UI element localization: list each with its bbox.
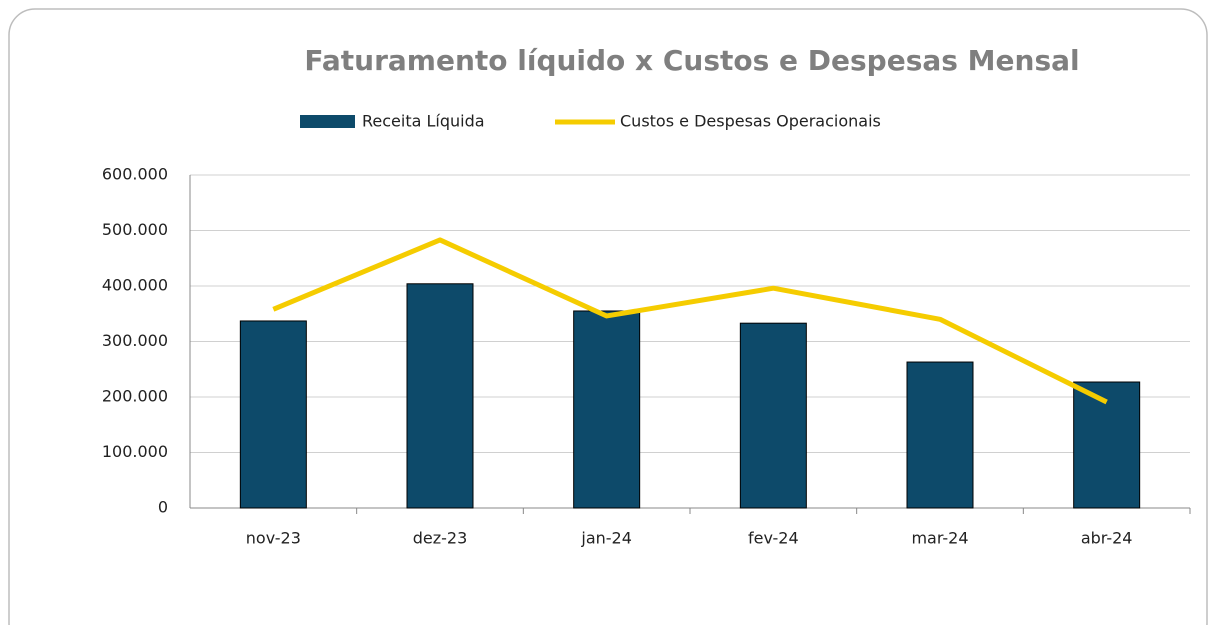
legend-label: Custos e Despesas Operacionais bbox=[620, 112, 881, 131]
x-tick-label: dez-23 bbox=[413, 529, 468, 548]
x-tick-label: abr-24 bbox=[1081, 529, 1133, 548]
legend-swatch bbox=[300, 115, 355, 128]
y-tick-label: 400.000 bbox=[102, 276, 168, 295]
legend-label: Receita Líquida bbox=[362, 112, 485, 131]
line-series bbox=[272, 237, 1108, 405]
y-tick-label: 600.000 bbox=[102, 165, 168, 184]
x-tick-label: mar-24 bbox=[911, 529, 968, 548]
bar bbox=[406, 283, 474, 509]
bar bbox=[739, 322, 807, 509]
bar bbox=[906, 361, 974, 509]
bar bbox=[573, 310, 641, 509]
bar bbox=[1073, 381, 1141, 509]
y-tick-label: 300.000 bbox=[102, 331, 168, 350]
y-tick-label: 200.000 bbox=[102, 387, 168, 406]
y-tick-label: 100.000 bbox=[102, 442, 168, 461]
y-tick-label: 500.000 bbox=[102, 220, 168, 239]
y-tick-label: 0 bbox=[158, 498, 168, 517]
x-tick-label: fev-24 bbox=[748, 529, 799, 548]
x-tick-label: jan-24 bbox=[580, 529, 632, 548]
bar bbox=[239, 320, 307, 509]
x-tick-label: nov-23 bbox=[246, 529, 301, 548]
chart-title: Faturamento líquido x Custos e Despesas … bbox=[304, 44, 1079, 77]
